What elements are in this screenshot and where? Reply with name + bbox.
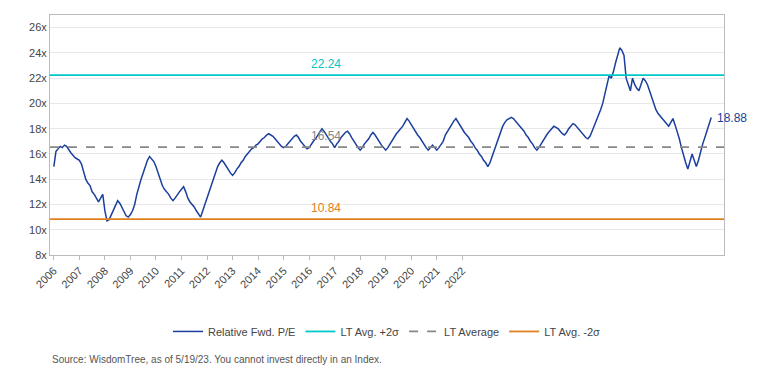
svg-text:18x: 18x	[29, 123, 47, 135]
svg-text:10x: 10x	[29, 224, 47, 236]
svg-text:2022: 2022	[442, 265, 468, 291]
svg-text:2006: 2006	[33, 265, 59, 291]
svg-text:16x: 16x	[29, 148, 47, 160]
svg-text:22x: 22x	[29, 72, 47, 84]
svg-text:Relative Fwd. P/E: Relative Fwd. P/E	[208, 326, 295, 338]
svg-text:2011: 2011	[162, 265, 187, 290]
svg-text:2018: 2018	[340, 265, 366, 291]
svg-text:26x: 26x	[29, 21, 47, 33]
svg-text:2019: 2019	[365, 265, 391, 291]
svg-text:LT Avg. -2σ: LT Avg. -2σ	[544, 326, 600, 338]
svg-text:2020: 2020	[391, 265, 417, 291]
svg-text:22.24: 22.24	[311, 57, 341, 71]
svg-text:24x: 24x	[29, 47, 47, 59]
svg-text:LT Average: LT Average	[444, 326, 499, 338]
svg-text:2008: 2008	[84, 265, 110, 291]
svg-text:18.88: 18.88	[717, 111, 747, 125]
svg-text:8x: 8x	[35, 249, 47, 261]
svg-text:2021: 2021	[416, 265, 442, 291]
svg-text:12x: 12x	[29, 198, 47, 210]
svg-text:20x: 20x	[29, 97, 47, 109]
svg-text:2015: 2015	[263, 265, 289, 291]
svg-text:2014: 2014	[238, 265, 264, 291]
svg-text:2017: 2017	[314, 265, 340, 291]
svg-text:14x: 14x	[29, 173, 47, 185]
svg-text:2009: 2009	[110, 265, 136, 291]
svg-text:2007: 2007	[59, 265, 85, 291]
svg-text:16.54: 16.54	[311, 129, 341, 143]
svg-text:LT Avg. +2σ: LT Avg. +2σ	[340, 326, 399, 338]
svg-text:10.84: 10.84	[311, 201, 341, 215]
svg-text:2016: 2016	[289, 265, 315, 291]
svg-text:2010: 2010	[135, 265, 161, 291]
svg-text:2012: 2012	[187, 265, 213, 291]
svg-text:2013: 2013	[212, 265, 238, 291]
svg-text:Source: WisdomTree, as of 5/19: Source: WisdomTree, as of 5/19/23. You c…	[52, 354, 382, 365]
